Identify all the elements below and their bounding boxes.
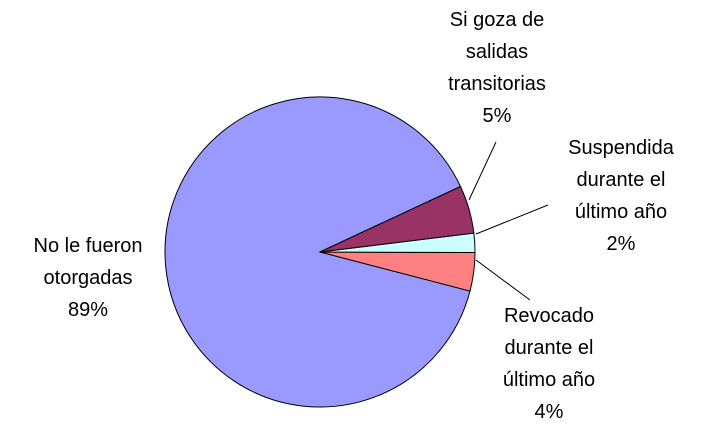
leader-line [468,141,497,201]
category-label: No le fueron otorgadas [33,235,143,289]
value-label: 89% [67,299,109,321]
slice-label: Revocado durante el último año 4% [486,300,612,428]
pie-slice [164,96,471,408]
slice-label: No le fueron otorgadas 89% [22,230,154,326]
value-label: 2% [606,233,636,255]
slice-label: Si goza de salidas transitorias 5% [432,4,562,132]
leader-line [475,259,531,301]
leader-lines [468,141,549,301]
category-label: Si goza de salidas transitorias [448,9,546,95]
value-label: 4% [534,401,564,423]
category-label: Suspendida durante el último año [568,137,674,223]
category-label: Revocado durante el último año [502,305,596,391]
leader-line [475,204,549,235]
slice-label: Suspendida durante el último año 2% [557,132,685,260]
value-label: 5% [482,105,512,127]
pie-slice [319,185,475,253]
